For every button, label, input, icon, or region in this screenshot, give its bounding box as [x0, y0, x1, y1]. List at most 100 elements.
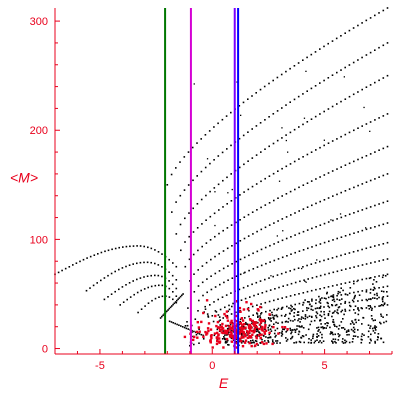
- band-point: [260, 264, 263, 267]
- y-tick-label: 200: [30, 125, 48, 137]
- band-point: [285, 313, 287, 316]
- band-point: [332, 219, 334, 222]
- cloud-point: [337, 312, 339, 315]
- band-point: [298, 158, 300, 160]
- band-point: [327, 221, 330, 223]
- band-point: [382, 296, 385, 298]
- band-point: [365, 207, 368, 210]
- red-point: [246, 307, 250, 311]
- band-point: [263, 85, 266, 88]
- cloud-point: [353, 296, 356, 298]
- cloud-point: [293, 342, 295, 344]
- band-point: [306, 264, 308, 267]
- band-point: [332, 239, 334, 241]
- stray-point: [227, 192, 229, 194]
- band-point: [221, 118, 224, 121]
- cloud-point: [374, 332, 376, 334]
- band-point: [306, 90, 308, 92]
- band-point: [276, 274, 279, 276]
- cloud-point: [304, 315, 307, 318]
- cloud-point: [312, 333, 315, 336]
- red-point: [230, 319, 233, 323]
- band-point: [382, 77, 385, 79]
- band-point: [268, 145, 270, 148]
- arc-point: [151, 299, 153, 302]
- cloud-point: [184, 325, 187, 327]
- red-point: [243, 322, 246, 326]
- band-point: [348, 252, 351, 254]
- cloud-point: [373, 293, 376, 296]
- band-point: [323, 306, 325, 308]
- band-point: [215, 311, 218, 313]
- band-point: [348, 64, 351, 66]
- red-point: [251, 319, 254, 323]
- band-point: [306, 229, 309, 231]
- red-point: [262, 319, 266, 323]
- arc-point: [122, 301, 125, 303]
- red-point: [209, 341, 212, 344]
- stray-point: [343, 76, 345, 78]
- band-point: [175, 167, 177, 169]
- cloud-point: [382, 300, 384, 303]
- arc-point: [125, 284, 127, 286]
- red-point: [265, 342, 268, 345]
- band-point: [269, 261, 271, 263]
- band-point: [378, 79, 380, 82]
- band-point: [293, 128, 296, 131]
- red-point: [204, 330, 207, 334]
- arc-point: [82, 258, 85, 261]
- band-point: [299, 280, 301, 283]
- band-point: [382, 223, 385, 226]
- band-point: [285, 271, 287, 274]
- red-point: [206, 327, 210, 330]
- cloud-point: [376, 298, 378, 300]
- band-point: [378, 117, 380, 119]
- cloud-point: [268, 336, 270, 339]
- cloud-point: [293, 328, 296, 331]
- red-point: [260, 341, 264, 344]
- red-point: [255, 335, 258, 338]
- band-point: [243, 191, 245, 193]
- stray-point: [214, 224, 216, 227]
- cloud-point: [337, 292, 339, 295]
- band-point: [273, 259, 276, 262]
- cloud-point: [267, 317, 270, 319]
- cloud-point: [228, 344, 230, 346]
- band-point: [302, 208, 305, 210]
- band-point: [378, 176, 380, 178]
- cloud-point: [342, 338, 344, 340]
- band-point: [218, 270, 221, 272]
- red-point: [183, 335, 187, 339]
- band-point: [196, 175, 198, 177]
- cloud-point: [370, 298, 372, 301]
- red-point: [225, 337, 229, 341]
- band-point: [382, 9, 385, 12]
- cloud-point: [195, 333, 198, 336]
- band-point: [242, 134, 245, 137]
- band-point: [378, 296, 380, 299]
- band-point: [374, 151, 376, 153]
- band-point: [327, 42, 329, 45]
- band-point: [340, 69, 342, 71]
- arc-point: [158, 284, 160, 287]
- stray-point: [281, 127, 283, 129]
- band-point: [306, 301, 309, 303]
- cloud-point: [337, 328, 340, 330]
- band-point: [187, 184, 190, 186]
- band-point: [226, 148, 228, 150]
- band-point: [181, 294, 183, 297]
- red-point: [247, 326, 251, 329]
- cloud-point: [302, 301, 305, 304]
- red-point: [248, 341, 251, 345]
- band-point: [255, 125, 258, 127]
- band-point: [273, 243, 275, 245]
- band-point: [323, 287, 326, 289]
- band-point: [319, 243, 322, 245]
- band-point: [361, 278, 363, 281]
- band-point: [298, 232, 301, 235]
- cloud-point: [322, 340, 325, 342]
- band-point: [357, 265, 360, 267]
- band-point: [205, 261, 208, 264]
- cloud-point: [245, 321, 247, 324]
- band-point: [352, 251, 355, 253]
